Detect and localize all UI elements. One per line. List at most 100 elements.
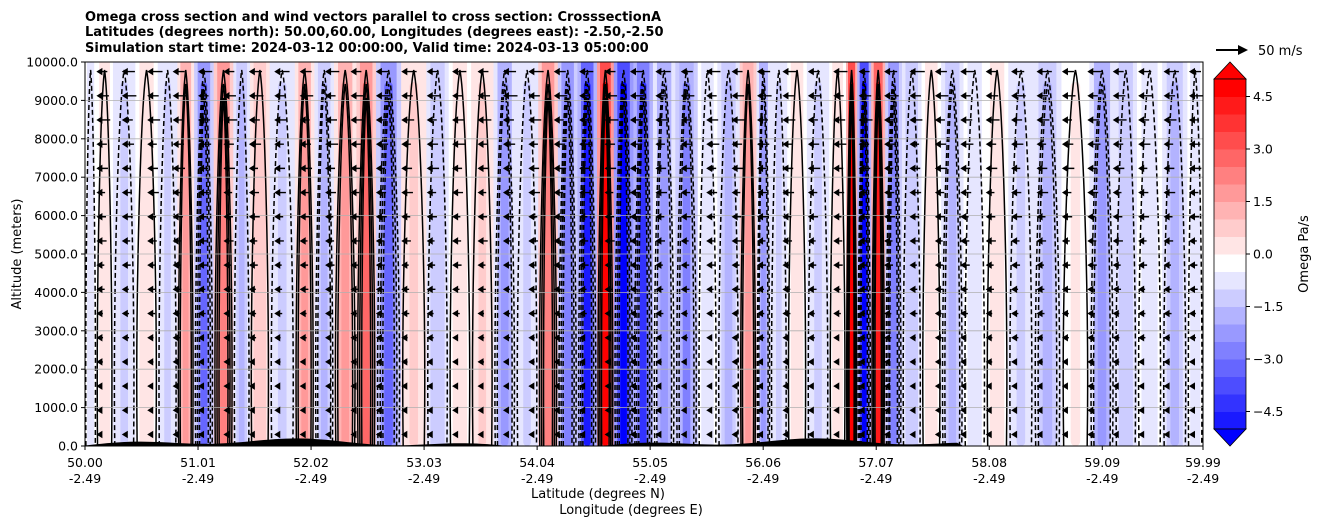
wind-vector	[223, 261, 232, 269]
wind-vector	[1011, 237, 1020, 245]
wind-vector	[579, 116, 592, 124]
wind-vector	[477, 237, 488, 245]
wind-vector	[528, 382, 535, 390]
wind-vector	[934, 116, 945, 124]
wind-vector	[172, 406, 179, 415]
wind-vector	[934, 140, 947, 148]
wind-vector	[426, 140, 439, 148]
wind-vector	[121, 430, 128, 439]
wind-vector	[1163, 382, 1170, 390]
wind-vector	[960, 261, 970, 269]
wind-vector	[807, 116, 818, 124]
wind-vector	[629, 333, 638, 342]
omega-contour	[494, 69, 516, 446]
wind-vector	[731, 333, 739, 342]
wind-vector	[121, 67, 135, 76]
wind-vector	[629, 92, 645, 100]
wind-vector	[248, 188, 260, 197]
wind-vector	[960, 92, 971, 100]
wind-vector	[757, 188, 768, 197]
wind-vector	[325, 188, 336, 197]
wind-vector	[198, 261, 208, 269]
wind-vector	[1163, 237, 1174, 245]
omega-contour	[887, 83, 900, 446]
wind-vector	[909, 406, 916, 415]
omega-contour	[845, 69, 858, 446]
wind-vector	[452, 358, 459, 366]
wind-vector	[299, 188, 310, 197]
wind-vector	[477, 261, 486, 269]
wind-vector	[248, 164, 258, 173]
wind-vector	[655, 285, 664, 294]
wind-vector	[528, 358, 535, 366]
wind-vector	[909, 116, 923, 124]
x-tick-label-lat: 57.07	[858, 455, 894, 470]
wind-vector	[172, 285, 182, 294]
wind-vector	[807, 285, 817, 294]
wind-vector	[121, 261, 131, 269]
wind-vector	[858, 237, 869, 245]
wind-vector	[1163, 140, 1174, 148]
wind-vector	[1087, 406, 1094, 415]
omega-contour	[542, 97, 554, 446]
wind-vector	[477, 382, 484, 390]
wind-vector	[655, 333, 662, 342]
wind-vector	[655, 309, 664, 318]
wind-vector	[629, 140, 643, 148]
wind-vector	[1163, 406, 1170, 415]
wind-vector	[1011, 140, 1024, 148]
wind-vector	[604, 116, 619, 124]
wind-vector	[528, 67, 544, 76]
wind-vector	[452, 212, 461, 221]
wind-vector	[1061, 140, 1074, 148]
wind-vector	[629, 358, 636, 366]
wind-vector	[1188, 140, 1201, 148]
wind-vector	[528, 309, 537, 318]
omega-contour	[888, 97, 899, 446]
omega-contour	[847, 83, 857, 446]
omega-contour	[196, 83, 212, 446]
wind-vector	[1036, 333, 1043, 342]
wind-vector	[274, 382, 281, 390]
y-tick-label: 0.0	[58, 439, 78, 454]
wind-vector	[706, 261, 716, 269]
wind-vector	[884, 212, 895, 221]
wind-vector	[121, 140, 135, 148]
wind-vector	[909, 430, 916, 439]
wind-vector	[325, 92, 336, 100]
wind-vector	[452, 188, 464, 197]
quiver-key: 50 m/s	[1216, 44, 1303, 59]
wind-vector	[147, 237, 157, 245]
wind-vector	[1112, 430, 1119, 439]
wind-vector	[1112, 285, 1122, 294]
wind-vector	[452, 333, 459, 342]
wind-vector	[782, 309, 791, 318]
wind-vector	[198, 188, 209, 197]
omega-contour	[360, 97, 372, 446]
wind-vector	[172, 237, 181, 245]
wind-vector	[477, 285, 486, 294]
wind-vector	[833, 140, 847, 148]
omega-band-core	[890, 82, 897, 446]
wind-vector	[375, 188, 387, 197]
wind-vector	[198, 116, 210, 124]
wind-vector	[629, 382, 636, 390]
omega-band-core	[500, 82, 509, 446]
wind-vector	[477, 164, 490, 173]
wind-vector	[1087, 333, 1094, 342]
wind-vector	[807, 212, 819, 221]
wind-vector	[1138, 382, 1145, 390]
omega-field	[85, 62, 1203, 446]
omega-contour	[496, 83, 513, 446]
wind-vector	[1138, 188, 1149, 197]
wind-vector	[223, 309, 230, 318]
wind-vector	[579, 358, 586, 366]
wind-vector	[452, 116, 465, 124]
wind-vector	[1036, 261, 1044, 269]
omega-contour	[177, 69, 194, 446]
wind-vector	[655, 237, 665, 245]
wind-vector	[223, 430, 230, 439]
wind-vector	[528, 164, 540, 173]
wind-vector	[1011, 285, 1019, 294]
omega-band-core	[660, 82, 668, 446]
